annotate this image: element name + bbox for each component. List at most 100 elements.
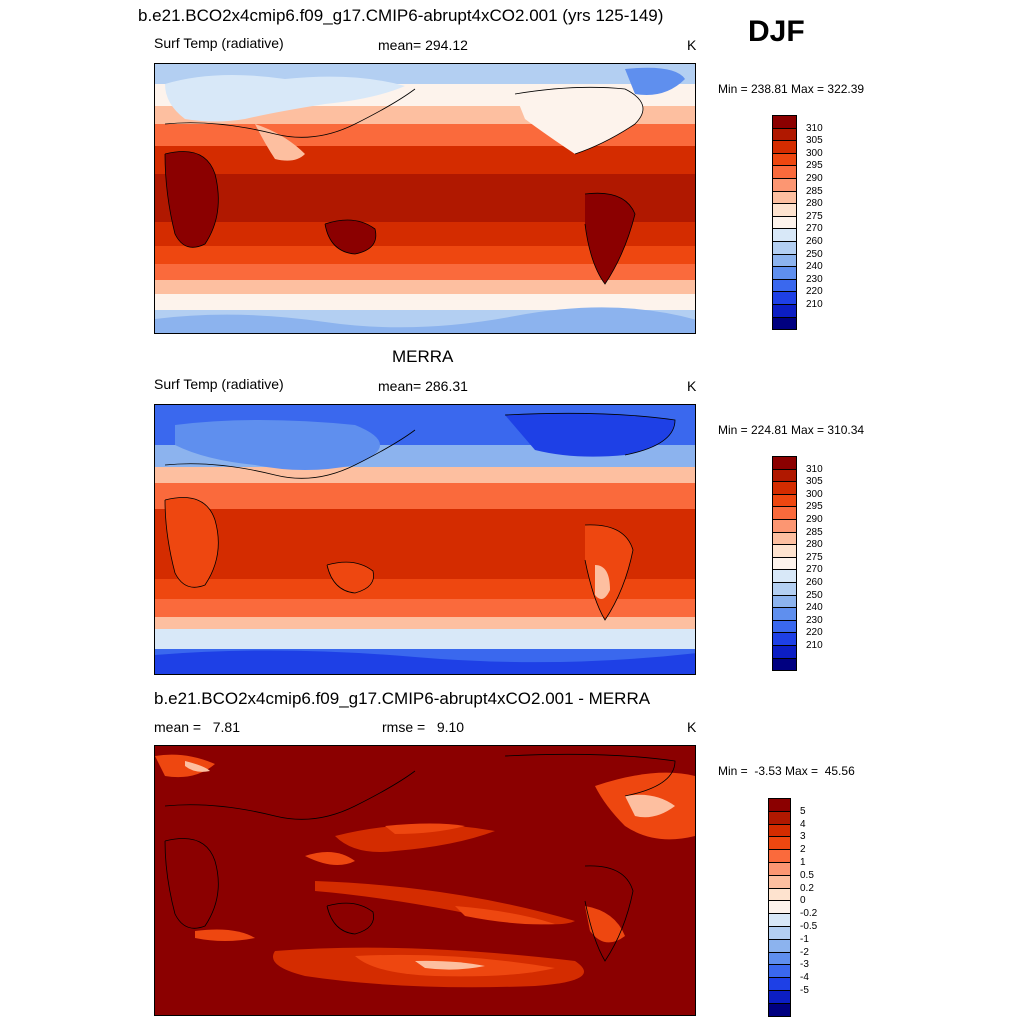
colorbar-label: 5 xyxy=(800,805,806,817)
colorbar-swatch xyxy=(772,127,797,142)
colorbar-swatch xyxy=(768,926,791,940)
colorbar-label: 270 xyxy=(806,564,823,576)
colorbar-label: 210 xyxy=(806,640,823,651)
colorbar-label: 285 xyxy=(806,526,823,538)
colorbar-swatch xyxy=(768,977,791,991)
colorbar-swatch xyxy=(768,990,791,1004)
panel2-title: MERRA xyxy=(392,347,454,366)
colorbar-label: 300 xyxy=(806,147,823,159)
colorbar-label: 220 xyxy=(806,286,823,298)
colorbar-label: -1 xyxy=(800,933,809,945)
colorbar-swatch xyxy=(772,607,797,621)
colorbar-swatch xyxy=(772,278,797,293)
colorbar-label: 305 xyxy=(806,135,823,147)
colorbar-label: 210 xyxy=(806,299,823,310)
colorbar-swatch xyxy=(772,594,797,609)
colorbar-swatch xyxy=(772,569,797,583)
colorbar-label: 295 xyxy=(806,160,823,172)
colorbar-swatch xyxy=(772,304,797,318)
colorbar-label: -3 xyxy=(800,959,809,971)
colorbar-label: 0.5 xyxy=(800,869,814,881)
colorbar-swatch xyxy=(772,115,797,129)
colorbar-swatch xyxy=(772,481,797,495)
panel3-title: b.e21.BCO2x4cmip6.f09_g17.CMIP6-abrupt4x… xyxy=(154,689,651,708)
colorbar-swatch xyxy=(768,810,791,825)
colorbar-label: 295 xyxy=(806,501,823,513)
colorbar-swatch xyxy=(772,190,797,205)
colorbar-swatch xyxy=(768,836,791,851)
colorbar-label: 230 xyxy=(806,614,823,626)
panel3-map xyxy=(154,745,696,1016)
colorbar-label: 220 xyxy=(806,627,823,639)
colorbar-swatch xyxy=(772,291,797,305)
colorbar-swatch xyxy=(772,531,797,546)
colorbar-swatch xyxy=(772,178,797,192)
colorbar-label: 275 xyxy=(806,210,823,222)
colorbar-label: 250 xyxy=(806,248,823,260)
panel3-mean: mean = 7.81 xyxy=(154,719,241,735)
panel2-minmax: Min = 224.81 Max = 310.34 xyxy=(718,423,865,437)
panel2-variable: Surf Temp (radiative) xyxy=(154,376,284,392)
colorbar-label: 260 xyxy=(806,577,823,588)
colorbar-label: 230 xyxy=(806,273,823,285)
colorbar-label: 290 xyxy=(806,514,823,525)
season-label: DJF xyxy=(748,15,805,48)
colorbar-label: 270 xyxy=(806,223,823,235)
colorbar-swatch xyxy=(772,657,797,672)
colorbar-swatch xyxy=(772,544,797,558)
colorbar-label: 1 xyxy=(800,857,806,868)
panel3-units: K xyxy=(687,719,697,735)
colorbar-label: 240 xyxy=(806,602,823,614)
colorbar-swatch xyxy=(772,632,797,646)
colorbar-swatch xyxy=(768,798,791,812)
colorbar-swatch xyxy=(768,874,791,889)
colorbar-swatch xyxy=(772,582,797,596)
panel1-title: b.e21.BCO2x4cmip6.f09_g17.CMIP6-abrupt4x… xyxy=(138,6,664,25)
colorbar-swatch xyxy=(772,140,797,154)
colorbar-swatch xyxy=(772,493,797,508)
colorbar-label: 310 xyxy=(806,122,823,134)
colorbar-swatch xyxy=(772,556,797,571)
colorbar-swatch xyxy=(772,228,797,242)
colorbar-swatch xyxy=(768,900,791,915)
colorbar-label: 305 xyxy=(806,476,823,488)
colorbar-swatch xyxy=(772,519,797,533)
panel1-variable: Surf Temp (radiative) xyxy=(154,35,284,51)
colorbar-label: 260 xyxy=(806,236,823,247)
panel2-map xyxy=(154,404,696,675)
colorbar-swatch xyxy=(768,964,791,979)
colorbar-swatch xyxy=(768,1002,791,1017)
colorbar-swatch xyxy=(772,316,797,331)
panel2-units: K xyxy=(687,378,697,394)
colorbar-label: 280 xyxy=(806,198,823,210)
panel1-units: K xyxy=(687,37,697,53)
colorbar-swatch xyxy=(772,152,797,167)
panel2-mean: mean= 286.31 xyxy=(378,378,468,394)
colorbar-label: -5 xyxy=(800,985,809,996)
colorbar-swatch xyxy=(772,645,797,659)
colorbar-label: 240 xyxy=(806,261,823,273)
colorbar-label: 285 xyxy=(806,185,823,197)
colorbar-label: 280 xyxy=(806,539,823,551)
colorbar-swatch xyxy=(772,253,797,268)
colorbar-label: 0.2 xyxy=(800,882,814,894)
colorbar-swatch xyxy=(772,266,797,280)
colorbar-label: -2 xyxy=(800,946,809,958)
colorbar-label: 275 xyxy=(806,551,823,563)
colorbar-label: 250 xyxy=(806,589,823,601)
colorbar-label: 290 xyxy=(806,173,823,184)
colorbar-swatch xyxy=(772,456,797,470)
colorbar-label: 3 xyxy=(800,831,806,843)
colorbar-label: 4 xyxy=(800,818,806,830)
colorbar-swatch xyxy=(772,203,797,217)
colorbar-label: -0.2 xyxy=(800,908,818,920)
panel1-mean: mean= 294.12 xyxy=(378,37,468,53)
panel3-rmse: rmse = 9.10 xyxy=(382,719,465,735)
colorbar-swatch xyxy=(768,913,791,927)
colorbar-swatch xyxy=(772,215,797,230)
colorbar-swatch xyxy=(772,619,797,634)
panel1-minmax: Min = 238.81 Max = 322.39 xyxy=(718,82,865,96)
colorbar-swatch xyxy=(772,165,797,179)
colorbar-swatch xyxy=(772,506,797,520)
colorbar-label: 2 xyxy=(800,844,806,856)
